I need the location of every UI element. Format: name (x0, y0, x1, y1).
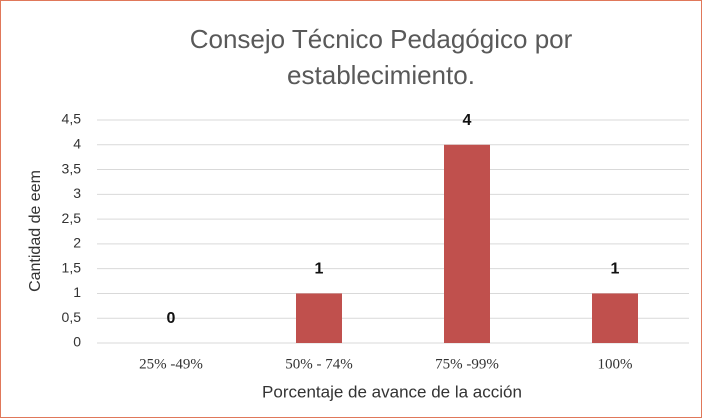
chart-title: Consejo Técnico Pedagógico por estableci… (189, 24, 573, 90)
x-tick-label: 100% (598, 356, 633, 372)
bar (296, 293, 342, 343)
y-tick-label: 1 (73, 284, 81, 300)
y-tick-label: 1,5 (62, 259, 82, 275)
x-axis-label: Porcentaje de avance de la acción (262, 382, 522, 401)
x-tick-label: 50% - 74% (285, 356, 353, 372)
data-label: 1 (315, 261, 324, 278)
y-tick-label: 0,5 (62, 309, 82, 325)
y-tick-label: 4 (73, 135, 81, 151)
y-tick-label: 0 (73, 334, 81, 350)
data-label: 1 (611, 261, 620, 278)
data-label: 0 (167, 310, 176, 327)
x-tick-label: 75% -99% (435, 356, 499, 372)
bar (444, 144, 490, 343)
bar (592, 293, 638, 343)
y-tick-label: 3 (73, 185, 81, 201)
y-tick-label: 2,5 (62, 210, 82, 226)
y-tick-label: 3,5 (62, 160, 82, 176)
y-tick-label: 4,5 (62, 111, 82, 127)
y-tick-label: 2 (73, 235, 81, 251)
data-label: 4 (463, 112, 472, 129)
x-tick-label: 25% -49% (139, 356, 203, 372)
y-axis-label: Cantidad de eem (27, 170, 44, 292)
